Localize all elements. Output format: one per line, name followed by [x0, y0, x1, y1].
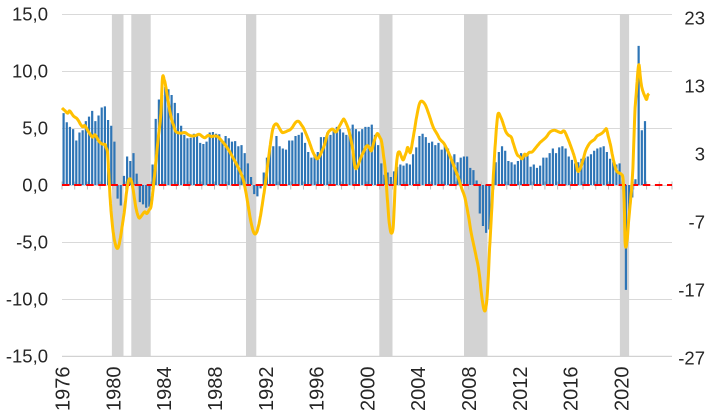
svg-text:1996: 1996: [307, 367, 329, 412]
svg-text:1988: 1988: [205, 367, 227, 412]
svg-text:2004: 2004: [408, 367, 430, 412]
svg-text:23: 23: [684, 8, 705, 29]
svg-text:-10,0: -10,0: [6, 289, 48, 310]
svg-text:-15,0: -15,0: [6, 346, 48, 367]
svg-text:1992: 1992: [256, 367, 278, 412]
svg-text:13: 13: [684, 76, 705, 97]
svg-text:5,0: 5,0: [22, 118, 48, 139]
svg-text:2016: 2016: [561, 367, 583, 412]
svg-text:1980: 1980: [103, 367, 125, 412]
svg-text:2020: 2020: [611, 367, 633, 412]
svg-text:15,0: 15,0: [12, 4, 48, 25]
svg-text:2012: 2012: [510, 367, 532, 412]
svg-text:1984: 1984: [154, 367, 176, 412]
svg-text:-17: -17: [678, 280, 705, 301]
svg-text:3: 3: [695, 144, 705, 165]
svg-text:-7: -7: [689, 212, 705, 233]
svg-text:2000: 2000: [357, 367, 379, 412]
svg-text:2008: 2008: [459, 367, 481, 412]
svg-text:-27: -27: [678, 348, 705, 369]
svg-text:-5,0: -5,0: [16, 232, 48, 253]
svg-text:1976: 1976: [53, 367, 75, 412]
svg-text:0,0: 0,0: [22, 175, 48, 196]
svg-text:10,0: 10,0: [12, 61, 48, 82]
